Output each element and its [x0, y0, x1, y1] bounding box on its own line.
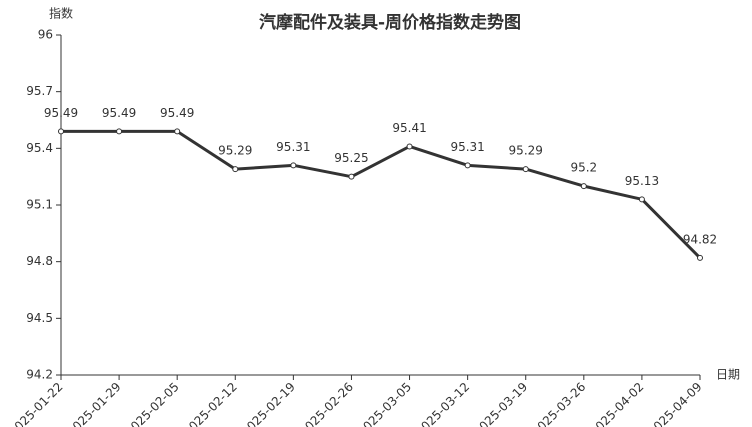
x-tick-label: 2025-01-22	[6, 380, 65, 427]
y-tick-label: 94.5	[26, 311, 53, 325]
x-tick-label: 2025-02-19	[239, 380, 298, 427]
value-label: 95.29	[218, 144, 252, 158]
value-label: 95.2	[570, 161, 597, 175]
x-tick-label: 2025-03-05	[355, 380, 414, 427]
point	[697, 254, 703, 261]
x-tick-label: 2025-02-26	[297, 380, 356, 427]
value-label: 95.41	[392, 121, 426, 135]
value-label: 95.13	[625, 174, 659, 188]
point	[58, 128, 64, 135]
y-tick-label: 94.2	[26, 368, 53, 382]
x-tick-label: 2025-04-09	[645, 380, 704, 427]
y-axis-label: 指数	[49, 6, 73, 21]
x-axis-label: 日期	[716, 368, 740, 382]
point	[116, 128, 123, 135]
x-tick-label: 2025-03-26	[529, 380, 588, 427]
value-label: 95.25	[334, 151, 368, 165]
value-label: 95.29	[509, 144, 543, 158]
point	[522, 166, 529, 173]
point	[348, 173, 355, 180]
y-tick-label: 96	[38, 28, 53, 42]
point	[464, 162, 471, 169]
point	[638, 196, 645, 203]
y-tick-label: 95.4	[26, 141, 53, 155]
point	[580, 183, 587, 190]
value-label: 95.49	[160, 106, 194, 120]
x-tick-label: 2025-03-19	[471, 380, 530, 427]
y-tick-label: 95.1	[26, 198, 53, 212]
value-label: 94.82	[683, 232, 717, 246]
x-tick-label: 2025-02-05	[123, 380, 182, 427]
point	[174, 128, 181, 135]
point	[232, 166, 239, 173]
chart-title: 汽摩配件及装具-周价格指数走势图	[259, 12, 521, 33]
x-tick-label: 2025-01-29	[64, 380, 123, 427]
x-tick-label: 2025-03-12	[413, 380, 472, 427]
value-label: 95.49	[102, 106, 136, 120]
value-label: 95.31	[276, 140, 310, 154]
point	[290, 162, 297, 169]
x-tick-label: 2025-02-12	[181, 380, 240, 427]
point	[406, 143, 413, 150]
y-tick-label: 95.7	[26, 84, 53, 98]
line	[61, 129, 702, 259]
y-tick-label: 94.8	[26, 254, 53, 268]
value-label: 95.31	[450, 140, 484, 154]
x-tick-label: 2025-04-02	[587, 380, 646, 427]
value-label: 95.49	[44, 106, 78, 120]
